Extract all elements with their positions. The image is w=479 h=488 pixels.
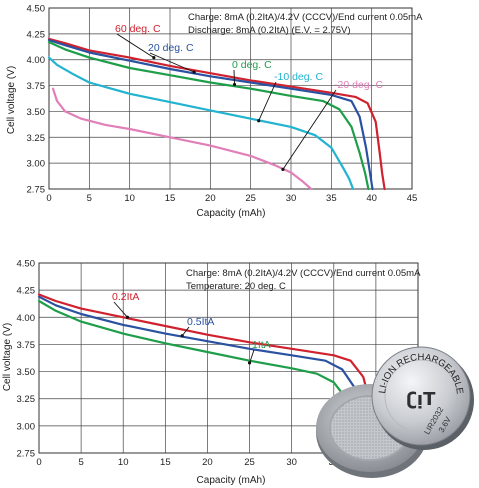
chart-bottom-series-labels: 0.2ItA 0.5ItA 1ItA (112, 291, 271, 365)
y-tick-label: 4.25 (27, 29, 46, 40)
x-tick-label: 25 (245, 193, 256, 204)
y-tick-label: 3.25 (17, 394, 36, 405)
series-leader-2 (249, 349, 255, 364)
series-label-4: -20 deg. C (334, 79, 383, 91)
chart-top: 0 5 10 15 20 25 30 35 40 45 2.75 3.00 3.25 3.50 3.75 4.… (6, 4, 423, 220)
x-tick-label: 15 (165, 193, 176, 204)
y-tick-label: 3.50 (27, 107, 46, 118)
series-line-1 (47, 38, 374, 191)
chart-top-annotation-1: Charge: 8mA (0.2ItA)/4.2V (CCCV)/End cur… (188, 12, 423, 23)
series-leader-dot-1 (192, 70, 196, 74)
series-leader-2 (233, 69, 235, 85)
series-leader-dot-0 (125, 315, 130, 319)
series-line-4 (51, 87, 313, 191)
x-tick-label: 30 (286, 457, 297, 468)
y-tick-label: 3.50 (17, 367, 36, 378)
x-tick-label: 10 (118, 457, 129, 468)
chart-bottom-y-axis-label: Cell voltage (V) (2, 323, 13, 391)
series-label-0: 60 deg. C (115, 23, 161, 35)
series-label-1: 20 deg. C (148, 42, 194, 54)
x-tick-label: 0 (46, 193, 51, 204)
series-leader-1 (181, 326, 190, 337)
chart-top-x-axis-label: Capacity (mAh) (197, 208, 266, 219)
series-leader-3 (258, 81, 277, 121)
y-tick-label: 4.50 (17, 259, 36, 270)
series-leader-1 (149, 52, 195, 73)
series-label-2: 0 deg. C (232, 59, 272, 71)
x-tick-label: 40 (366, 193, 377, 204)
series-leader-dot-2 (232, 82, 237, 87)
series-leader-dot-2 (247, 361, 252, 365)
x-tick-label: 20 (202, 457, 213, 468)
x-tick-label: 15 (160, 457, 171, 468)
x-tick-label: 10 (124, 193, 135, 204)
series-leader-0 (116, 33, 155, 59)
chart-bottom-ticks: 051015202530352.753.003.253.503.754.004.… (17, 259, 340, 469)
y-tick-label: 3.75 (27, 81, 46, 92)
series-leader-dot-1 (180, 334, 184, 338)
chart-bottom-x-axis-label: Capacity (mAh) (197, 475, 266, 486)
series-leader-dot-0 (152, 56, 156, 60)
x-tick-label: 5 (78, 457, 83, 468)
series-label-3: -10 deg. C (274, 71, 323, 83)
x-tick-label: 45 (407, 193, 418, 204)
series-line-3 (47, 56, 355, 191)
chart-top-y-axis-label: Cell voltage (V) (6, 66, 17, 134)
chart-bottom-annotation-2: Temperature: 20 deg. C (186, 281, 286, 292)
series-label-1: 0.5ItA (187, 316, 214, 328)
y-tick-label: 3.75 (17, 340, 36, 351)
series-label-2: 1ItA (252, 339, 271, 351)
chart-top-annotation-2: Discharge: 8mA (0.2ItA) (E.V. = 2.75V) (188, 25, 351, 36)
series-leader-0 (113, 301, 128, 318)
coin-cell-image: LI-ION RECHARGEABLE BATTERY ʗᴉT LIR2032 … (0, 0, 474, 478)
chart-top-series-labels: 60 deg. C 20 deg. C 0 deg. C-10 deg. C -20 … (115, 23, 383, 171)
y-tick-label: 4.50 (27, 4, 46, 15)
coin-cell-brand: ʗᴉT (407, 389, 436, 410)
x-tick-label: 20 (205, 193, 216, 204)
y-tick-label: 3.00 (27, 159, 46, 170)
series-leader-dot-3 (257, 119, 261, 123)
plot-frame (48, 7, 413, 190)
chart-top-ticks: 0 5 10 15 20 25 30 35 40 45 2.75 3.00 3.25 3.50 3.75 4.… (27, 4, 418, 205)
series-line-2 (47, 40, 370, 191)
y-tick-label: 4.00 (17, 313, 36, 324)
x-tick-label: 5 (87, 193, 92, 204)
series-leader-4 (282, 89, 337, 170)
x-tick-label: 30 (286, 193, 297, 204)
y-tick-label: 4.00 (27, 55, 46, 66)
series-label-0: 0.2ItA (112, 291, 139, 303)
y-tick-label: 2.75 (17, 449, 36, 460)
series-line-0 (47, 37, 386, 191)
x-tick-label: 0 (36, 457, 41, 468)
series-leader-dot-4 (281, 167, 285, 171)
y-tick-label: 3.25 (27, 133, 46, 144)
x-tick-label: 35 (326, 193, 337, 204)
chart-top-series (47, 37, 386, 191)
series-line-0 (37, 293, 380, 433)
y-tick-label: 4.25 (17, 286, 36, 297)
y-tick-label: 2.75 (27, 185, 46, 196)
x-tick-label: 25 (244, 457, 255, 468)
chart-bottom-annotation-1: Charge: 8mA (0.2ItA)/4.2V (CCCV)/End cur… (186, 268, 421, 279)
y-tick-label: 3.00 (17, 421, 36, 432)
chart-bottom: 051015202530352.753.003.253.503.754.004.… (2, 259, 421, 487)
